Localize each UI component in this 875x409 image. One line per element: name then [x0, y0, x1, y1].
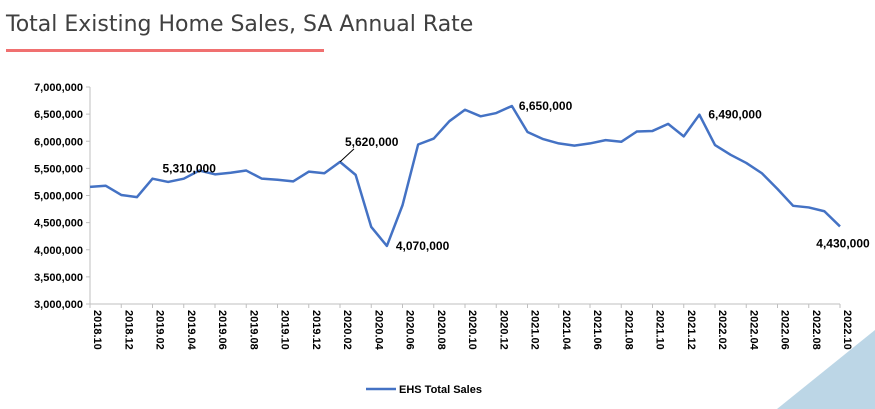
y-tick-label: 6,500,000 [34, 109, 83, 121]
y-axis-ticks: 3,000,000 3,500,000 4,000,000 4,500,000 5,00… [34, 82, 90, 311]
x-tick-label: 2020.06 [404, 310, 416, 350]
x-tick-label: 2019.12 [310, 310, 322, 350]
x-tick-label: 2018.10 [91, 310, 103, 350]
x-tick-label: 2020.02 [341, 310, 353, 350]
x-tick-label: 2019.10 [279, 310, 291, 350]
x-tick-label: 2022.04 [747, 310, 759, 351]
x-tick-label: 2021.04 [560, 310, 572, 351]
data-label: 6,650,000 [519, 99, 573, 113]
x-tick-label: 2021.02 [529, 310, 541, 350]
x-tick-label: 2022.06 [779, 310, 791, 350]
x-tick-label: 2020.10 [466, 310, 478, 350]
title-underline [6, 49, 324, 52]
x-tick-label: 2022.08 [810, 310, 822, 350]
x-tick-label: 2021.10 [654, 310, 666, 350]
x-tick-label: 2019.02 [154, 310, 166, 350]
y-tick-label: 4,000,000 [34, 245, 83, 257]
x-tick-label: 2019.06 [216, 310, 228, 350]
corner-decoration [777, 330, 875, 409]
legend-label: EHS Total Sales [399, 384, 482, 396]
y-tick-label: 4,500,000 [34, 218, 83, 230]
series-line [89, 104, 841, 248]
x-axis-ticks: 2018.10 2018.12 2019.02 2019.04 2019.06 2019.… [89, 304, 853, 351]
x-tick-label: 2022.02 [716, 310, 728, 350]
x-tick-label: 2020.04 [372, 310, 384, 351]
x-tick-label: 2021.12 [685, 310, 697, 350]
data-label: 5,310,000 [163, 162, 217, 176]
y-tick-label: 3,000,000 [34, 299, 83, 311]
y-tick-label: 5,500,000 [34, 163, 83, 175]
data-annotations: 5,310,000 5,620,000 4,070,000 6,650,000 6,49… [163, 99, 871, 253]
x-tick-label: 2018.12 [122, 310, 134, 350]
x-tick-label: 2019.08 [247, 310, 259, 350]
x-tick-label: 2020.12 [497, 310, 509, 350]
x-tick-label: 2020.08 [435, 310, 447, 350]
data-label: 4,070,000 [396, 239, 450, 253]
data-label: 4,430,000 [816, 236, 870, 250]
data-label: 6,490,000 [708, 108, 762, 122]
chart-title: Total Existing Home Sales, SA Annual Rat… [6, 12, 474, 37]
x-tick-label: 2021.06 [591, 310, 603, 350]
x-tick-label: 2022.10 [841, 310, 853, 350]
y-tick-label: 5,000,000 [34, 191, 83, 203]
legend: EHS Total Sales [366, 384, 482, 396]
series-lines [89, 104, 841, 248]
y-tick-label: 6,000,000 [34, 136, 83, 148]
annotation-leader [339, 148, 355, 163]
x-tick-label: 2021.08 [622, 310, 634, 350]
x-tick-label: 2019.04 [185, 310, 197, 351]
data-label: 5,620,000 [345, 135, 399, 149]
y-tick-label: 7,000,000 [34, 82, 83, 94]
y-tick-label: 3,500,000 [34, 272, 83, 284]
